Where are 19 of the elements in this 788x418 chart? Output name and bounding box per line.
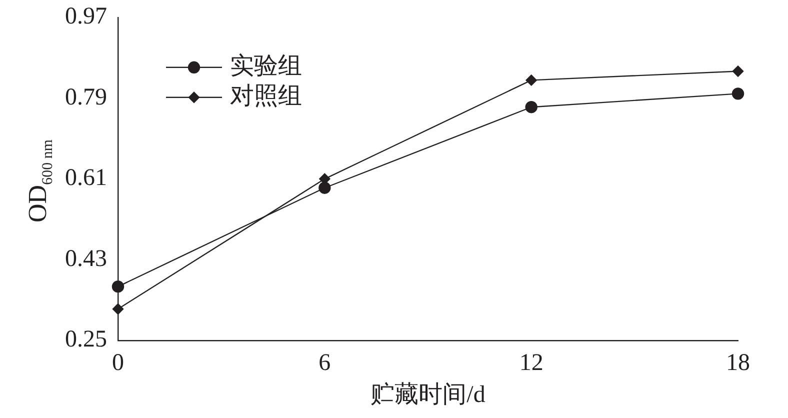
x-tick-label: 6: [318, 350, 331, 376]
y-tick-label: 0.79: [65, 84, 107, 110]
point: [318, 182, 331, 194]
point: [112, 280, 124, 293]
y-tick-label: 0.43: [65, 246, 107, 272]
x-tick-label: 18: [726, 350, 750, 376]
point: [525, 101, 538, 114]
x-tick-label: 12: [519, 350, 544, 376]
point: [526, 74, 537, 86]
y-tick-label: 0.97: [65, 4, 107, 30]
legend-label: 对照组: [230, 84, 302, 110]
point: [112, 303, 124, 315]
y-tick-label: 0.61: [65, 165, 107, 192]
x-axis-title: 贮藏时间/d: [370, 382, 486, 408]
y-tick-label: 0.25: [65, 326, 107, 353]
x-tick-label: 0: [112, 350, 124, 376]
legend-label: 实验组: [230, 52, 302, 80]
point: [732, 88, 744, 100]
point: [732, 66, 744, 77]
